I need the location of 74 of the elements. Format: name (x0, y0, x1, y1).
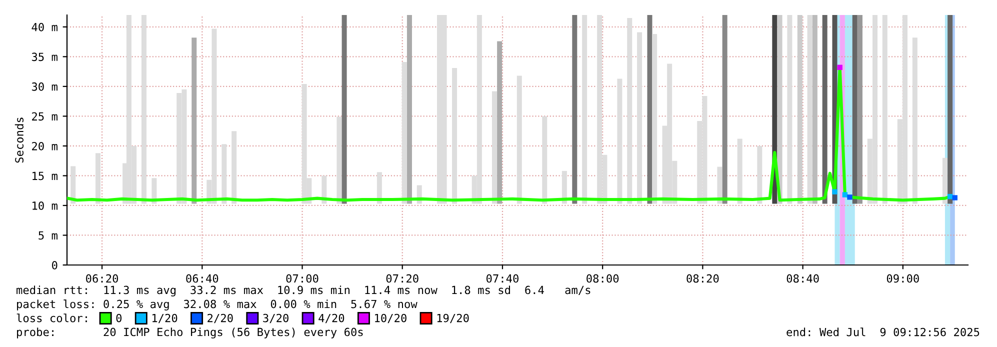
point (832, 189, 838, 194)
bar (857, 15, 862, 204)
bar (617, 78, 622, 204)
legend-label: 4/20 (318, 314, 344, 324)
bar (406, 15, 412, 204)
bar (777, 15, 782, 204)
bar (376, 172, 382, 204)
bar (787, 15, 792, 204)
y-tick-label: 20 m (32, 142, 58, 150)
bar (652, 34, 658, 204)
bar (882, 15, 888, 204)
bar (336, 116, 342, 204)
y-tick-label: 0 (52, 261, 58, 270)
bar (192, 38, 197, 204)
bar (222, 144, 227, 204)
point (842, 192, 848, 198)
bar (737, 138, 742, 204)
legend-label: 3/20 (263, 314, 288, 324)
bar (797, 15, 802, 204)
bar (342, 15, 347, 204)
text: packet loss: 0.25 % avg 32.08 % max 0.00 % min 5.67 % now (17, 300, 418, 310)
bar (582, 15, 588, 204)
bar (141, 15, 146, 204)
x-tick-label: 07:00 (286, 274, 318, 283)
y-tick-label: 5 m (38, 231, 58, 240)
y-tick-label: 25 m (32, 112, 58, 121)
bar (96, 153, 101, 204)
bar (757, 146, 762, 204)
x-tick-label: 06:40 (186, 274, 218, 283)
point (847, 194, 852, 200)
bar (497, 41, 502, 204)
text: probe: 20 ICMP Echo Pings (56 Bytes) every 60s (17, 328, 363, 338)
bar (942, 158, 948, 204)
x-tick-label: 09:00 (886, 274, 919, 283)
x-tick-label: 07:20 (386, 274, 418, 283)
legend-label: 0 (116, 314, 122, 322)
bar (717, 166, 722, 204)
legend-label: 19/20 (437, 314, 469, 324)
bar (627, 18, 632, 204)
x-tick-label: 08:40 (786, 274, 819, 283)
x-tick-label: 07:40 (486, 274, 518, 283)
point (837, 64, 842, 70)
y-tick-label: 10 m (32, 201, 58, 210)
bar (542, 116, 548, 204)
bar (637, 32, 642, 204)
y-axis-title: Seconds (14, 118, 24, 163)
bar (822, 15, 828, 204)
bar (232, 131, 237, 204)
text: median rtt: 11.3 ms avg 33.2 ms max 10.9 ms min 11.4 ms now 1.8 ms sd 6.4 am/s (16, 286, 590, 296)
legend-label: 10/20 (375, 314, 406, 324)
legend-label: 1/20 (152, 314, 178, 324)
point (952, 195, 958, 200)
text: end: Wed Jul 9 09:12:56 2025 (786, 328, 980, 336)
bar (647, 15, 652, 204)
bar (572, 15, 578, 204)
point (947, 194, 953, 200)
y-tick-label: 15 m (32, 172, 58, 180)
bar (70, 166, 76, 204)
legend-title: loss color: (16, 314, 87, 322)
bar (402, 62, 407, 204)
y-tick-label: 30 m (32, 82, 58, 91)
bar (492, 91, 497, 204)
bar (912, 38, 918, 204)
bar (812, 15, 818, 204)
legend-label: 2/20 (208, 314, 233, 324)
bar (722, 15, 728, 204)
bar (452, 68, 458, 204)
bar (807, 15, 812, 204)
y-tick-label: 35 m (32, 52, 58, 62)
y-tick-label: 40 m (32, 22, 58, 32)
x-tick-label: 08:20 (686, 274, 719, 283)
x-tick-label: 08:00 (586, 274, 619, 283)
bar (516, 76, 522, 204)
x-tick-label: 06:20 (86, 274, 118, 283)
